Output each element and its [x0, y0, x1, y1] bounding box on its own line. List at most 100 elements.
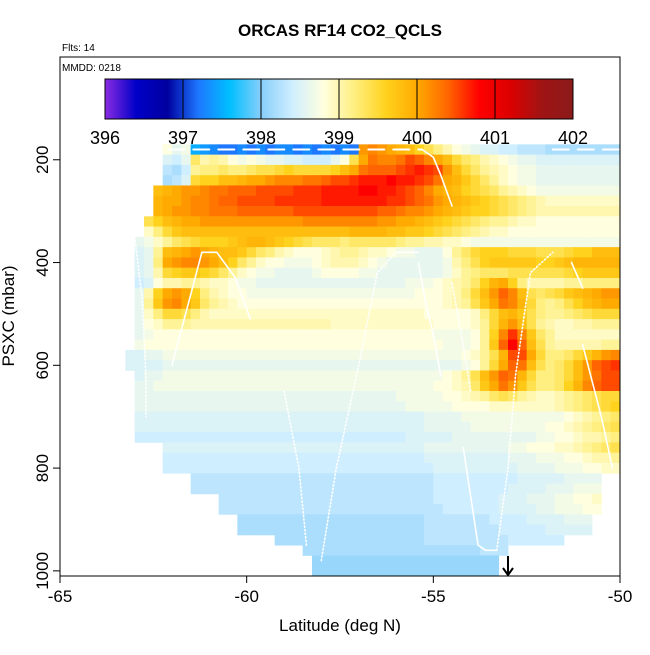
- heatmap-cell: [601, 206, 612, 217]
- heatmap-cell: [358, 452, 369, 464]
- heatmap-cell: [256, 462, 266, 474]
- heatmap-cell: [340, 257, 350, 269]
- heatmap-cell: [386, 339, 397, 351]
- heatmap-cell: [508, 421, 518, 433]
- heatmap-cell: [526, 329, 537, 341]
- heatmap-cell: [508, 391, 518, 402]
- heatmap-cell: [153, 267, 164, 279]
- heatmap-cell: [134, 380, 145, 392]
- heatmap-cell: [293, 411, 304, 423]
- heatmap-cell: [200, 226, 210, 238]
- heatmap-cell: [386, 267, 397, 279]
- heatmap-cell: [508, 164, 518, 176]
- heatmap-cell: [237, 349, 248, 361]
- heatmap-cell: [162, 206, 173, 217]
- heatmap-cell: [377, 288, 388, 299]
- heatmap-cell: [358, 462, 369, 474]
- heatmap-cell: [536, 298, 546, 310]
- heatmap-cell: [330, 391, 341, 402]
- heatmap-cell: [405, 175, 416, 186]
- colorbar-frame: [104, 78, 574, 120]
- heatmap-cell: [190, 206, 201, 217]
- heatmap-cell: [246, 473, 257, 484]
- heatmap-cell: [134, 247, 145, 258]
- heatmap-cell: [554, 175, 565, 186]
- heatmap-cell: [480, 288, 490, 299]
- heatmap-cell: [293, 524, 304, 536]
- heatmap-cell: [610, 288, 621, 299]
- heatmap-cell: [330, 185, 341, 197]
- heatmap-cell: [302, 164, 313, 176]
- heatmap-cell: [480, 144, 490, 156]
- heatmap-cell: [293, 504, 304, 515]
- heatmap-cell: [358, 288, 369, 299]
- heatmap-cell: [386, 164, 397, 176]
- heatmap-cell: [218, 298, 229, 310]
- heatmap-cell: [209, 452, 220, 464]
- heatmap-cell: [190, 185, 201, 197]
- heatmap-cell: [414, 534, 425, 546]
- heatmap-cell: [573, 504, 584, 515]
- heatmap-cell: [321, 154, 332, 166]
- y-tick-label: 200: [33, 146, 52, 174]
- heatmap-cell: [545, 360, 556, 371]
- heatmap-cell: [461, 257, 472, 269]
- heatmap-cell: [162, 308, 173, 320]
- heatmap-cell: [433, 504, 444, 515]
- heatmap-cell: [228, 164, 238, 176]
- heatmap-cell: [508, 308, 518, 320]
- heatmap-cell: [368, 288, 378, 299]
- heatmap-cell: [330, 349, 341, 361]
- heatmap-cell: [274, 277, 285, 289]
- heatmap-cell: [274, 164, 285, 176]
- flight-track-segment: [462, 446, 487, 552]
- heatmap-cell: [358, 175, 369, 186]
- heatmap-cell: [610, 247, 621, 258]
- heatmap-cell: [349, 257, 360, 269]
- heatmap-cell: [433, 277, 444, 289]
- heatmap-cell: [200, 391, 210, 402]
- heatmap-cell: [386, 226, 397, 238]
- heatmap-cell: [172, 308, 182, 320]
- heatmap-cell: [554, 493, 565, 505]
- heatmap-cell: [564, 493, 574, 505]
- heatmap-cell: [321, 421, 332, 433]
- heatmap-cell: [246, 349, 257, 361]
- heatmap-cell: [172, 226, 182, 238]
- heatmap-cell: [452, 236, 462, 248]
- heatmap-cell: [237, 493, 248, 505]
- heatmap-cell: [144, 277, 154, 289]
- heatmap-cell: [256, 349, 266, 361]
- heatmap-cell: [349, 288, 360, 299]
- heatmap-cell: [592, 247, 602, 258]
- heatmap-cell: [601, 370, 612, 382]
- heatmap-cell: [144, 319, 154, 330]
- heatmap-cell: [536, 421, 546, 433]
- heatmap-cell: [218, 432, 229, 443]
- heatmap-cell: [377, 308, 388, 320]
- flights-label: Flts: 14: [62, 43, 95, 54]
- mmdd-label: MMDD: 0218: [62, 63, 121, 74]
- heatmap-cell: [144, 401, 154, 412]
- heatmap-cell: [237, 185, 248, 197]
- heatmap-cell: [470, 462, 481, 474]
- heatmap-cell: [274, 175, 285, 186]
- heatmap-cell: [377, 339, 388, 351]
- heatmap-cell: [517, 514, 528, 526]
- heatmap-cell: [433, 206, 444, 217]
- heatmap-cell: [330, 401, 341, 412]
- heatmap-cell: [228, 226, 238, 238]
- heatmap-cell: [312, 319, 322, 330]
- heatmap-cell: [153, 195, 164, 207]
- heatmap-cell: [256, 483, 266, 495]
- heatmap-cell: [386, 154, 397, 166]
- heatmap-cell: [330, 555, 341, 567]
- heatmap-cell: [246, 493, 257, 505]
- heatmap-cell: [517, 411, 528, 423]
- heatmap-cell: [330, 514, 341, 526]
- heatmap-cell: [200, 483, 210, 495]
- heatmap-cell: [218, 339, 229, 351]
- heatmap-cell: [526, 483, 537, 495]
- heatmap-cell: [396, 185, 406, 197]
- heatmap-cell: [340, 360, 350, 371]
